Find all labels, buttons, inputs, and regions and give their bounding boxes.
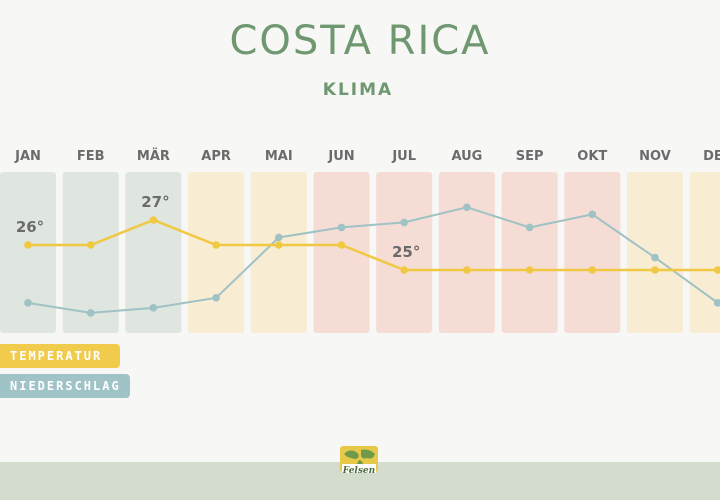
legend-precipitation: NIEDERSCHLAG (0, 374, 130, 398)
x-tick-label: MAI (265, 149, 293, 164)
temperature-point (86, 241, 95, 249)
month-band-jan (0, 172, 56, 333)
x-tick-label: APR (201, 149, 231, 164)
precipitation-point (588, 210, 597, 219)
x-tick-label: FEB (77, 149, 105, 164)
month-band-nov (627, 172, 683, 333)
temperature-point (651, 266, 659, 274)
globe-logo-icon (340, 446, 378, 473)
month-band-aug (438, 172, 495, 333)
temperature-point (337, 241, 346, 249)
temperature-point (212, 241, 220, 249)
month-band-sep (501, 172, 558, 333)
month-band-mai (250, 172, 307, 333)
precipitation-point (86, 309, 95, 317)
temperature-point (525, 266, 534, 274)
precipitation-point (149, 304, 158, 312)
x-tick-label: JUL (391, 149, 416, 164)
x-tick-label: SEP (516, 149, 544, 164)
precipitation-point (400, 218, 409, 227)
month-band-apr (188, 172, 245, 333)
month-band-jun (313, 172, 370, 333)
precipitation-point (337, 223, 346, 232)
temperature-point (463, 266, 471, 274)
temperature-point (400, 266, 409, 274)
x-tick-label: JUN (327, 149, 354, 164)
temperature-line (28, 218, 718, 272)
precipitation-point (713, 299, 720, 307)
temperature-point (149, 216, 158, 224)
logo-text: Felsen (342, 466, 376, 476)
x-tick-label: OKT (577, 149, 607, 164)
temperature-point (713, 266, 720, 274)
temperature-point (24, 241, 32, 249)
precipitation-point (651, 253, 659, 262)
x-tick-label: DEZ (703, 149, 720, 164)
month-band-feb (62, 172, 119, 333)
temperature-point (275, 241, 283, 249)
month-band-okt (564, 172, 621, 333)
x-tick-label: JAN (14, 149, 41, 164)
chart-subtitle: KLIMA (322, 80, 394, 100)
month-band-jul (376, 172, 433, 333)
precipitation-point (463, 203, 471, 212)
temperature-data-label: 26° (16, 218, 44, 236)
x-tick-label: AUG (451, 149, 482, 164)
temperature-data-label: 27° (141, 193, 169, 211)
x-tick-label: NOV (639, 149, 671, 164)
legend-temperature: TEMPERATUR (0, 344, 120, 368)
precipitation-point (24, 299, 32, 307)
month-band-mär (125, 172, 182, 333)
month-band-dez (689, 172, 720, 333)
temperature-data-label: 25° (392, 243, 420, 261)
x-tick-label: MÄR (137, 148, 170, 164)
precipitation-point (275, 233, 283, 242)
temperature-point (588, 266, 597, 274)
precipitation-point (525, 223, 534, 232)
precipitation-line (27, 206, 719, 314)
precipitation-point (212, 294, 220, 302)
chart-title: COSTA RICA (229, 18, 491, 64)
